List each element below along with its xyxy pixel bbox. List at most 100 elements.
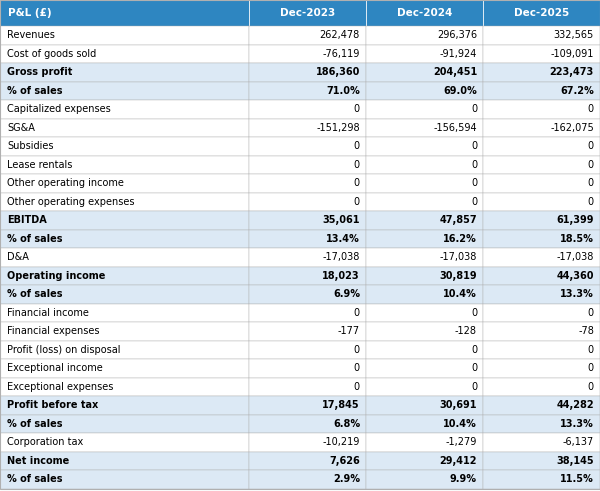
Bar (366, 229, 483, 248)
Text: -177: -177 (338, 326, 360, 336)
Bar (0, 211, 249, 229)
Bar (366, 285, 483, 303)
Bar (483, 303, 600, 322)
Text: Cost of goods sold: Cost of goods sold (7, 49, 96, 59)
Bar (366, 156, 483, 174)
Bar (483, 414, 600, 433)
Text: 10.4%: 10.4% (443, 289, 477, 299)
Bar (0, 359, 249, 378)
Bar (0, 26, 249, 45)
Bar (483, 470, 600, 489)
Bar (483, 26, 600, 45)
Text: 0: 0 (471, 197, 477, 207)
Text: 0: 0 (588, 382, 594, 392)
Bar (366, 396, 483, 414)
Bar (483, 396, 600, 414)
Bar (366, 0, 483, 26)
Bar (366, 118, 483, 137)
Text: 0: 0 (354, 382, 360, 392)
Text: 17,845: 17,845 (322, 400, 360, 410)
Text: 0: 0 (354, 178, 360, 188)
Text: Subsidies: Subsidies (7, 141, 53, 151)
Bar (249, 396, 366, 414)
Text: 9.9%: 9.9% (450, 474, 477, 484)
Bar (0, 63, 249, 82)
Text: 71.0%: 71.0% (326, 86, 360, 96)
Bar (249, 285, 366, 303)
Bar (366, 100, 483, 118)
Bar (366, 192, 483, 211)
Bar (0, 470, 249, 489)
Bar (483, 452, 600, 470)
Text: 0: 0 (588, 308, 594, 318)
Bar (0, 174, 249, 192)
Bar (249, 82, 366, 100)
Text: -10,219: -10,219 (323, 437, 360, 447)
Text: -151,298: -151,298 (316, 123, 360, 133)
Text: 0: 0 (471, 363, 477, 373)
Text: -78: -78 (578, 326, 594, 336)
Text: 10.4%: 10.4% (443, 419, 477, 429)
Bar (483, 192, 600, 211)
Bar (366, 267, 483, 285)
Text: 13.4%: 13.4% (326, 234, 360, 244)
Text: 296,376: 296,376 (437, 30, 477, 40)
Text: D&A: D&A (7, 252, 29, 262)
Bar (0, 100, 249, 118)
Bar (249, 340, 366, 359)
Text: 0: 0 (354, 104, 360, 114)
Bar (249, 211, 366, 229)
Text: 0: 0 (588, 141, 594, 151)
Text: 0: 0 (354, 160, 360, 170)
Bar (0, 285, 249, 303)
Bar (0, 156, 249, 174)
Text: 0: 0 (471, 141, 477, 151)
Bar (483, 433, 600, 452)
Bar (483, 137, 600, 156)
Bar (366, 45, 483, 63)
Bar (0, 82, 249, 100)
Text: -17,038: -17,038 (557, 252, 594, 262)
Text: 0: 0 (588, 345, 594, 355)
Bar (366, 452, 483, 470)
Bar (249, 156, 366, 174)
Bar (249, 45, 366, 63)
Text: 44,360: 44,360 (557, 271, 594, 281)
Text: Other operating income: Other operating income (7, 178, 124, 188)
Bar (249, 192, 366, 211)
Bar (483, 229, 600, 248)
Bar (366, 211, 483, 229)
Text: 18,023: 18,023 (322, 271, 360, 281)
Bar (366, 248, 483, 267)
Text: 0: 0 (471, 382, 477, 392)
Text: 30,691: 30,691 (439, 400, 477, 410)
Bar (249, 100, 366, 118)
Text: 7,626: 7,626 (329, 456, 360, 466)
Bar (249, 359, 366, 378)
Text: 0: 0 (471, 104, 477, 114)
Text: Lease rentals: Lease rentals (7, 160, 73, 170)
Bar (483, 174, 600, 192)
Bar (483, 100, 600, 118)
Bar (483, 211, 600, 229)
Text: 69.0%: 69.0% (443, 86, 477, 96)
Text: Revenues: Revenues (7, 30, 55, 40)
Text: 0: 0 (588, 104, 594, 114)
Bar (249, 137, 366, 156)
Text: -17,038: -17,038 (323, 252, 360, 262)
Text: 0: 0 (471, 160, 477, 170)
Bar (0, 303, 249, 322)
Text: -162,075: -162,075 (550, 123, 594, 133)
Text: 332,565: 332,565 (554, 30, 594, 40)
Text: Financial income: Financial income (7, 308, 89, 318)
Text: 18.5%: 18.5% (560, 234, 594, 244)
Text: 29,412: 29,412 (439, 456, 477, 466)
Bar (0, 192, 249, 211)
Bar (249, 414, 366, 433)
Bar (483, 322, 600, 340)
Text: -76,119: -76,119 (323, 49, 360, 59)
Text: Gross profit: Gross profit (7, 67, 73, 77)
Text: -91,924: -91,924 (440, 49, 477, 59)
Text: 30,819: 30,819 (439, 271, 477, 281)
Text: Operating income: Operating income (7, 271, 106, 281)
